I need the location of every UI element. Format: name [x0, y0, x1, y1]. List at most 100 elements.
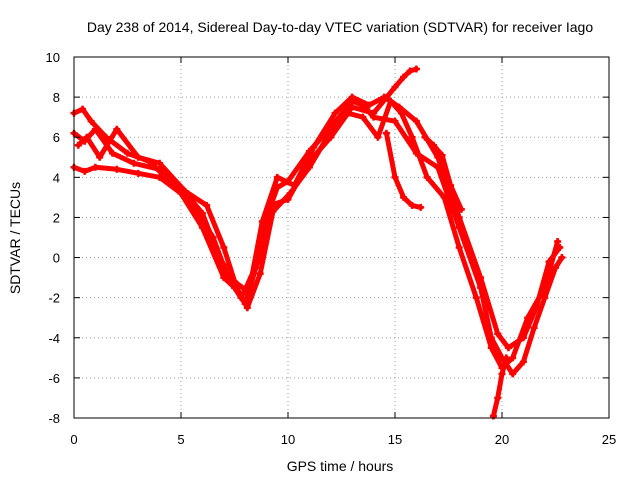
data-point [96, 153, 104, 161]
data-point [87, 117, 95, 125]
x-tick-label: 0 [70, 432, 77, 447]
data-point [233, 284, 241, 292]
data-point [494, 394, 502, 402]
data-point [156, 173, 164, 181]
data-point [382, 129, 390, 137]
data-point [391, 173, 399, 181]
x-tick-label: 25 [602, 432, 616, 447]
data-point [509, 370, 517, 378]
data-point [134, 169, 142, 177]
y-tick-labels: -8 -6 -4 -2 0 2 4 6 8 10 [46, 50, 60, 426]
y-tick-label: -4 [48, 331, 60, 346]
data-point [331, 109, 339, 117]
data-point [305, 163, 313, 171]
data-point [327, 127, 335, 135]
data-point [455, 244, 463, 252]
data-point [408, 133, 416, 141]
data-point [440, 193, 448, 201]
data-point [113, 125, 121, 133]
data-point [504, 344, 512, 352]
data-point [81, 167, 89, 175]
x-tick-label: 15 [388, 432, 402, 447]
data-point [524, 314, 532, 322]
data-point [447, 181, 455, 189]
data-point [273, 173, 281, 181]
data-point [243, 304, 251, 312]
data-point [400, 193, 408, 201]
data-point [421, 133, 429, 141]
y-tick-label: -6 [48, 371, 60, 386]
data-point [412, 117, 420, 125]
data-point [374, 133, 382, 141]
data-point [198, 209, 206, 217]
data-point [216, 254, 224, 262]
data-point [310, 143, 318, 151]
data-point [391, 83, 399, 91]
data-point [541, 294, 549, 302]
data-point [269, 207, 277, 215]
data-point [423, 173, 431, 181]
data-point [438, 151, 446, 159]
data-point [387, 97, 395, 105]
data-point [241, 286, 249, 294]
data-point [109, 149, 117, 157]
data-point [256, 270, 264, 278]
data-point [455, 213, 463, 221]
y-axis-label: SDTVAR / TECUs [7, 182, 23, 294]
data-point [457, 205, 465, 213]
data-point [502, 354, 510, 362]
x-tick-label: 5 [177, 432, 184, 447]
data-point [348, 93, 356, 101]
x-tick-label: 10 [281, 432, 295, 447]
y-tick-label: 8 [53, 90, 60, 105]
data-point [365, 101, 373, 109]
data-point [554, 238, 562, 246]
plot-frame [73, 56, 610, 419]
data-point [417, 203, 425, 211]
data-point [359, 113, 367, 121]
data-point [74, 141, 82, 149]
y-tick-label: 2 [53, 210, 60, 225]
data-point [558, 254, 566, 262]
data-series [70, 65, 566, 420]
data-point [113, 165, 121, 173]
data-point [91, 163, 99, 171]
data-point [509, 354, 517, 362]
data-point [477, 274, 485, 282]
x-axis-label: GPS time / hours [287, 458, 394, 474]
data-point [124, 149, 131, 157]
data-point [91, 125, 99, 133]
data-point [494, 330, 502, 338]
data-point [406, 67, 414, 75]
data-point [397, 109, 405, 117]
y-tick-label: 6 [53, 130, 60, 145]
data-point [519, 358, 527, 366]
data-point [391, 117, 399, 125]
data-point [408, 201, 416, 209]
x-tick-labels: 0 5 10 15 20 25 [70, 432, 616, 447]
x-tick-label: 20 [495, 432, 509, 447]
data-point [220, 244, 228, 252]
data-point [412, 65, 420, 73]
chart-title: Day 238 of 2014, Sidereal Day-to-day VTE… [87, 19, 594, 35]
y-tick-label: -8 [48, 411, 60, 426]
data-point [541, 284, 549, 292]
y-tick-label: 4 [53, 170, 60, 185]
data-point [498, 370, 506, 378]
series-line-track-7 [490, 355, 509, 419]
data-point [370, 109, 378, 117]
data-point [267, 201, 275, 209]
data-point [348, 103, 356, 111]
data-point [472, 294, 480, 302]
data-point [134, 153, 142, 161]
data-point [487, 344, 495, 352]
y-tick-label: 0 [53, 251, 60, 266]
data-point [286, 189, 294, 197]
y-tick-label: -2 [48, 291, 60, 306]
data-point [400, 73, 408, 81]
data-point [181, 187, 189, 195]
data-point [130, 159, 138, 167]
series-line-track-4 [75, 66, 419, 311]
